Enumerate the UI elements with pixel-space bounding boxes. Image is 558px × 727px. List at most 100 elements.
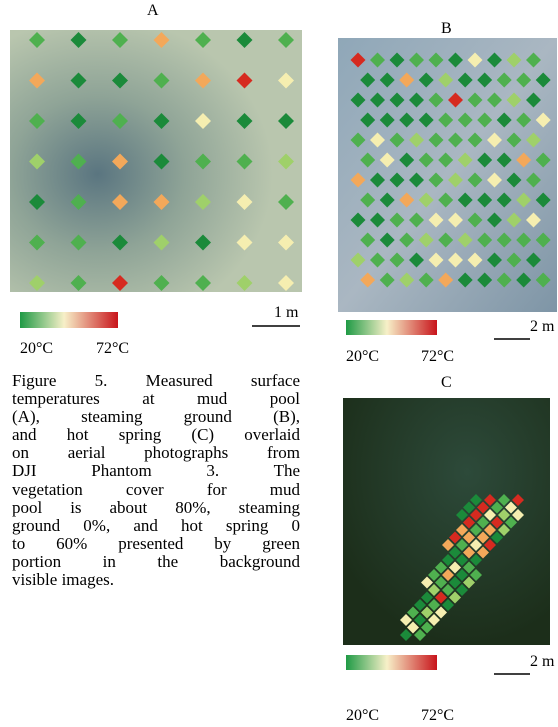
marker (236, 194, 253, 210)
marker (409, 92, 424, 108)
marker (70, 153, 87, 170)
marker (487, 132, 502, 148)
marker (409, 52, 424, 68)
marker (456, 524, 468, 536)
marker (506, 212, 522, 228)
marker (400, 629, 412, 641)
marker (477, 501, 489, 514)
colorbar-min: 20°C (346, 707, 380, 724)
marker (505, 516, 517, 529)
marker (512, 494, 524, 506)
marker (29, 113, 45, 129)
marker (399, 152, 415, 168)
marker (70, 72, 87, 89)
marker (428, 52, 444, 68)
marker (467, 52, 483, 68)
marker (379, 192, 395, 208)
marker (389, 172, 405, 188)
marker (399, 232, 415, 248)
marker (506, 132, 522, 148)
marker (407, 621, 419, 634)
marker (477, 232, 493, 248)
marker (463, 576, 475, 589)
marker (421, 591, 433, 604)
marker (350, 132, 366, 148)
marker (457, 112, 473, 128)
marker (418, 192, 434, 208)
marker (418, 272, 434, 288)
marker (399, 192, 415, 208)
marker (195, 153, 211, 170)
marker (456, 584, 468, 596)
marker (456, 569, 468, 581)
marker (409, 212, 424, 228)
marker (467, 212, 483, 228)
marker (470, 539, 482, 551)
marker (350, 52, 366, 68)
marker (435, 576, 447, 589)
marker (112, 234, 128, 251)
marker (535, 192, 551, 208)
marker (370, 132, 385, 148)
panel-label: A (147, 2, 159, 19)
marker (236, 234, 253, 251)
marker (535, 152, 551, 168)
colorbar (346, 655, 437, 670)
marker (389, 132, 405, 148)
marker (487, 172, 502, 188)
marker (360, 72, 376, 88)
marker (516, 232, 532, 248)
marker (389, 92, 405, 108)
marker (195, 72, 211, 89)
caption-line: temperatures at mud pool (12, 389, 300, 409)
marker (389, 212, 405, 228)
marker (526, 92, 541, 108)
marker (470, 509, 482, 521)
marker (428, 92, 444, 108)
marker (484, 539, 496, 551)
marker (29, 32, 45, 48)
marker (457, 192, 473, 208)
marker (491, 501, 503, 514)
marker (456, 539, 468, 551)
marker (399, 272, 415, 288)
marker (112, 153, 128, 170)
marker (506, 52, 522, 68)
marker (350, 172, 366, 188)
marker (370, 212, 385, 228)
marker (496, 232, 512, 248)
marker (428, 599, 440, 611)
marker (487, 212, 502, 228)
marker (438, 192, 454, 208)
marker (526, 252, 541, 268)
marker (496, 112, 512, 128)
marker (438, 72, 454, 88)
caption-line: portion in the background (12, 551, 300, 571)
marker (448, 252, 463, 268)
marker (535, 72, 551, 88)
marker (448, 52, 463, 68)
marker (463, 501, 475, 514)
marker (112, 72, 128, 89)
marker (477, 272, 493, 288)
marker (414, 614, 426, 626)
marker (512, 509, 524, 521)
marker (535, 232, 551, 248)
marker (29, 275, 45, 291)
marker (470, 569, 482, 581)
panel-label: B (441, 20, 452, 37)
marker (463, 531, 475, 544)
marker (418, 72, 434, 88)
marker (470, 494, 482, 506)
marker (496, 72, 512, 88)
marker (428, 252, 444, 268)
marker (526, 172, 541, 188)
marker (195, 275, 211, 291)
marker (236, 153, 253, 170)
marker (467, 252, 483, 268)
marker (70, 275, 87, 291)
marker (195, 32, 211, 48)
marker (278, 72, 294, 89)
marker (496, 192, 512, 208)
marker (112, 113, 128, 129)
